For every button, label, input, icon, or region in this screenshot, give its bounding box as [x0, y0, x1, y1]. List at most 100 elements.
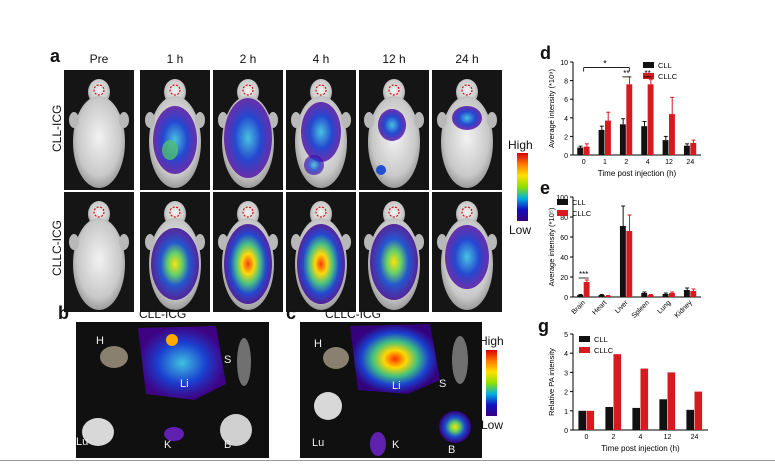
mouse-image-cllc-pre	[64, 192, 134, 312]
significance-label: **	[645, 69, 651, 78]
bar	[619, 124, 626, 155]
legend-label: CLLC	[658, 72, 678, 81]
bar	[586, 410, 595, 430]
x-tick-label: 24	[691, 434, 699, 441]
y-axis-label: Average intensity (*10⁵)	[547, 207, 556, 286]
bar	[659, 399, 667, 430]
legend-label: CLLC	[594, 346, 614, 355]
bar	[690, 291, 697, 297]
y-tick-label: 4	[564, 351, 568, 358]
x-tick-label: 24	[686, 159, 694, 166]
x-tick-label: 2	[612, 434, 616, 441]
bar	[640, 368, 649, 430]
row-label-cllc-icg: CLLC-ICG	[50, 219, 64, 276]
bar	[598, 129, 605, 155]
legend-label: CLL	[572, 198, 586, 207]
legend-label: CLL	[594, 335, 608, 344]
bar	[598, 295, 605, 297]
y-axis-label: Relative PA intensity	[547, 348, 556, 416]
bar	[667, 372, 676, 430]
x-axis-label: Time post injection (h)	[601, 444, 680, 453]
bar	[578, 410, 586, 430]
bar	[605, 120, 611, 155]
x-tick-label: 12	[665, 159, 673, 166]
mouse-image-cllc-12h	[359, 192, 429, 312]
organ-label: Lu	[76, 436, 89, 448]
mouse-image-cllc-2h	[213, 192, 283, 312]
bar	[613, 354, 622, 430]
bar	[647, 84, 654, 155]
organ-label: Li	[180, 378, 189, 390]
y-tick-label: 4	[564, 116, 568, 123]
bar	[619, 226, 626, 297]
mouse-image-cll-2h	[213, 70, 283, 190]
mouse-image-cll-24h	[432, 70, 502, 190]
colorbar-low-label: Low	[481, 418, 504, 432]
y-tick-label: 0	[564, 295, 568, 302]
bar	[626, 84, 633, 155]
bar	[647, 295, 654, 297]
organ-label: Li	[392, 380, 401, 392]
bar	[583, 282, 590, 297]
legend-label: CLLC	[572, 209, 592, 218]
y-tick-label: 60	[560, 235, 568, 242]
y-tick-label: 5	[564, 332, 568, 339]
colorbar-high-label: High	[479, 334, 504, 348]
significance-label: **	[623, 69, 629, 78]
panel-c-title: CLLC-ICG	[325, 307, 382, 321]
bar	[626, 231, 633, 297]
colorbar-high-label: High	[508, 138, 533, 152]
timepoint-label: 2 h	[239, 52, 257, 66]
organ-image-cllc: H Li S Lu K B	[300, 322, 482, 458]
x-tick-label: 0	[585, 434, 589, 441]
timepoint-label: 4 h	[312, 52, 330, 66]
y-tick-label: 2	[564, 134, 568, 141]
timepoint-label: Pre	[89, 52, 109, 66]
x-axis-label: Time post injection (h)	[598, 169, 677, 178]
bar	[662, 140, 669, 155]
y-tick-label: 20	[560, 275, 568, 282]
y-tick-label: 8	[564, 79, 568, 86]
y-tick-label: 6	[564, 97, 568, 104]
row-label-cll-icg: CLL-ICG	[50, 104, 64, 152]
bar	[605, 296, 611, 297]
legend-swatch	[579, 336, 590, 342]
y-tick-label: 1	[564, 409, 568, 416]
mouse-image-cll-4h	[286, 70, 356, 190]
colorbar	[517, 153, 528, 221]
mouse-image-cll-12h	[359, 70, 429, 190]
panel-g-letter: g	[538, 316, 549, 336]
y-tick-label: 40	[560, 255, 568, 262]
legend-swatch	[643, 73, 654, 79]
y-tick-label: 0	[564, 153, 568, 160]
x-tick-label: 4	[639, 434, 643, 441]
bar	[632, 407, 640, 430]
significance-label: ***	[579, 270, 588, 279]
mouse-image-cllc-1h	[140, 192, 210, 312]
bar	[683, 145, 690, 155]
organ-label: S	[439, 378, 447, 390]
organ-label: H	[314, 338, 322, 350]
bar	[669, 114, 675, 155]
divider	[0, 460, 775, 461]
legend-swatch	[643, 62, 654, 68]
organ-label: K	[164, 439, 172, 451]
bar	[583, 146, 590, 155]
bar	[694, 391, 703, 430]
organ-label: B	[224, 439, 232, 451]
y-tick-label: 10	[560, 60, 568, 67]
organ-label: H	[96, 335, 104, 347]
x-tick-label: Heart	[591, 299, 608, 316]
x-tick-label: 4	[646, 159, 650, 166]
bar	[683, 290, 690, 297]
bar	[686, 409, 694, 430]
organ-label: S	[224, 354, 232, 366]
panel-b-title: CLL-ICG	[139, 307, 187, 321]
y-tick-label: 0	[564, 428, 568, 435]
mouse-image-cll-pre	[64, 70, 134, 190]
x-tick-label: Liver	[614, 299, 630, 315]
x-tick-label: Brain	[571, 299, 588, 316]
